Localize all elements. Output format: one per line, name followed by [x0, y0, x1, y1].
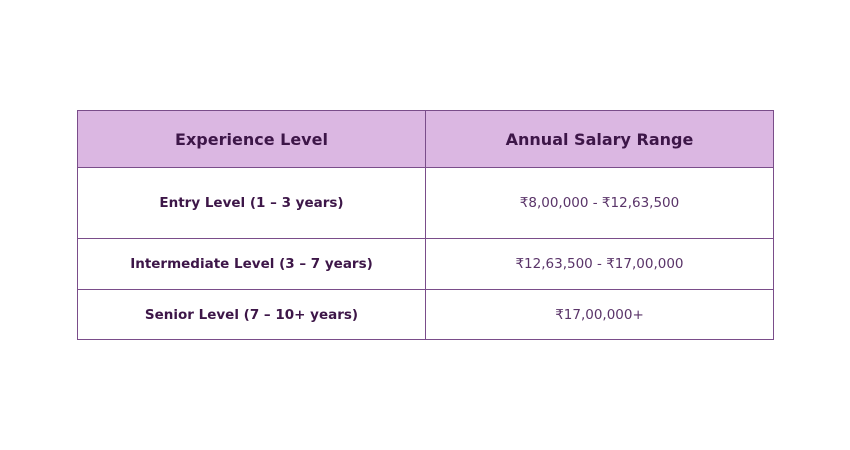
salary-range-cell: ₹17,00,000+: [425, 289, 774, 340]
experience-level-cell: Senior Level (7 – 10+ years): [77, 289, 426, 340]
header-row: Experience Level Annual Salary Range: [77, 110, 774, 168]
table-row: Intermediate Level (3 – 7 years) ₹12,63,…: [77, 238, 774, 290]
header-annual-salary-range: Annual Salary Range: [425, 110, 774, 168]
experience-level-cell: Entry Level (1 – 3 years): [77, 167, 426, 239]
table-row: Senior Level (7 – 10+ years) ₹17,00,000+: [77, 289, 774, 340]
table-row: Entry Level (1 – 3 years) ₹8,00,000 - ₹1…: [77, 167, 774, 239]
salary-range-cell: ₹12,63,500 - ₹17,00,000: [425, 238, 774, 290]
experience-level-cell: Intermediate Level (3 – 7 years): [77, 238, 426, 290]
salary-table: Experience Level Annual Salary Range Ent…: [77, 110, 774, 340]
header-experience-level: Experience Level: [77, 110, 426, 168]
salary-range-cell: ₹8,00,000 - ₹12,63,500: [425, 167, 774, 239]
